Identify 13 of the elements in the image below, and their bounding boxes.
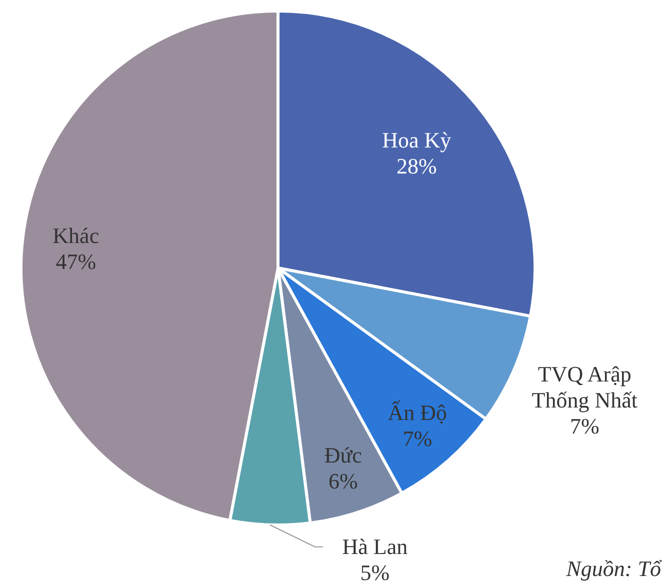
- data-label: 47%: [56, 248, 96, 274]
- slice-label: Đức: [324, 442, 362, 468]
- slice-label: TVQ Arập Thống Nhất: [532, 362, 638, 413]
- slice-label: Khác: [52, 222, 100, 248]
- slice-label: Hoa Kỳ: [382, 127, 452, 152]
- data-label: 7%: [570, 414, 600, 439]
- data-label: 28%: [396, 153, 437, 178]
- data-label: 7%: [402, 426, 432, 452]
- slice-label: Hà Lan: [342, 534, 408, 559]
- data-label: 5%: [360, 560, 390, 584]
- text: Nguồn: Tổ: [565, 556, 662, 581]
- slice-label: Ấn Độ: [388, 400, 448, 426]
- data-label: 6%: [328, 468, 358, 494]
